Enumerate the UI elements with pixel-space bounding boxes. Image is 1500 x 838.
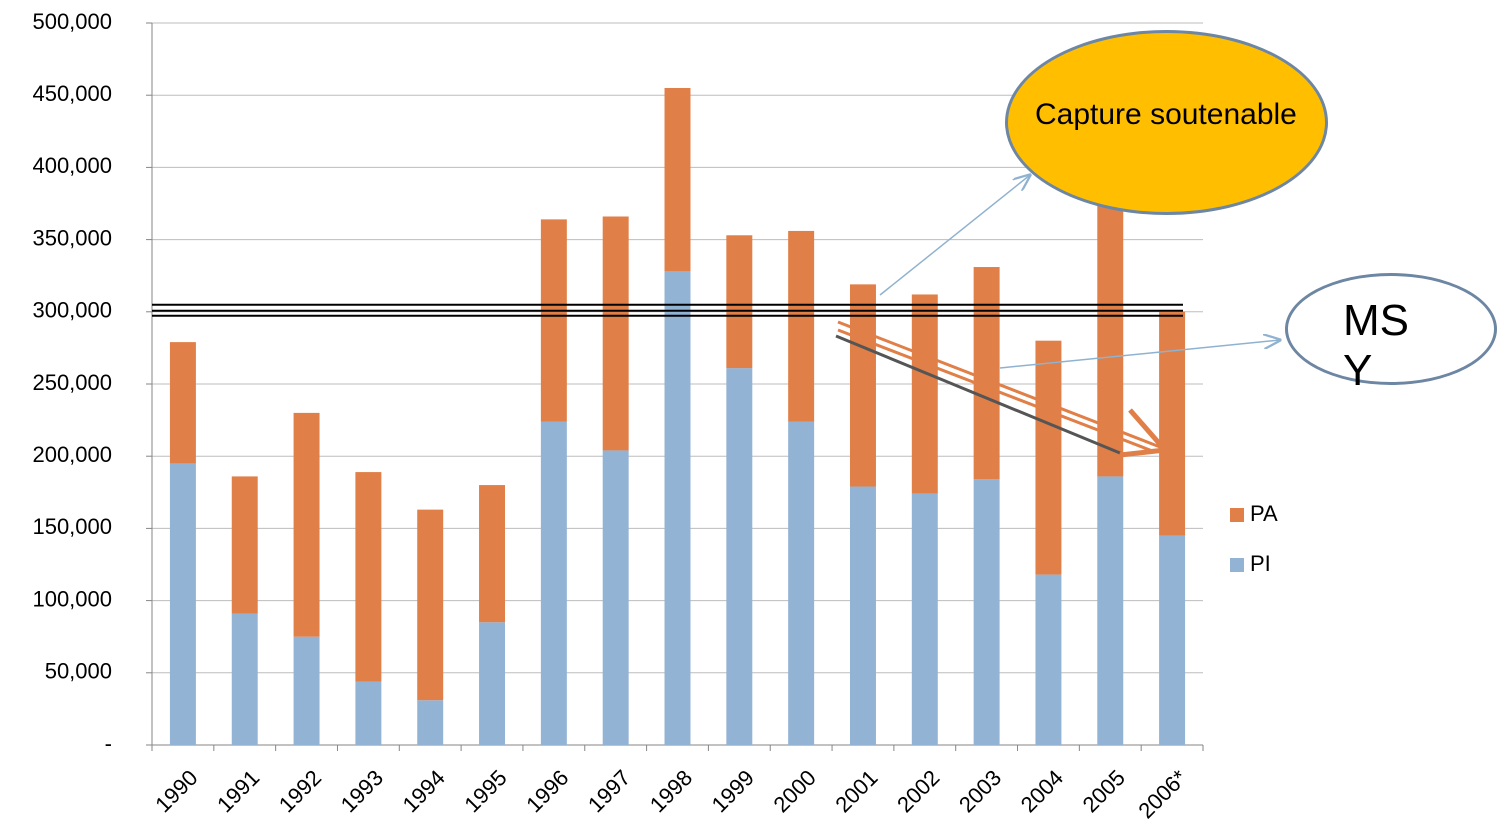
bar-segment [417, 700, 444, 745]
x-tick-label: 2001 [830, 765, 882, 817]
x-tick-label: 1990 [150, 765, 202, 817]
msy-label: MSY [1343, 296, 1409, 395]
y-tick-label: - [105, 731, 112, 756]
capture-ellipse [1005, 30, 1328, 215]
bar-segment [479, 622, 506, 745]
bar-segment [911, 294, 938, 494]
msy-ellipse [1285, 273, 1497, 385]
x-tick-label: 1992 [274, 765, 326, 817]
capture-label: Capture soutenable [1035, 98, 1297, 131]
x-tick-label: 1997 [583, 765, 635, 817]
x-tick-label: 2005 [1078, 765, 1130, 817]
y-tick-label: 500,000 [32, 9, 112, 34]
x-tick-label: 2002 [892, 765, 944, 817]
bar-segment [602, 450, 629, 745]
bar-segment [973, 267, 1000, 480]
y-tick-label: 150,000 [32, 514, 112, 539]
bar-segment [1159, 311, 1186, 536]
y-tick-label: 100,000 [32, 586, 112, 611]
bar-segment [726, 368, 753, 745]
x-tick-label: 2000 [768, 765, 820, 817]
bar-segment [788, 421, 815, 745]
y-tick-label: 300,000 [32, 298, 112, 323]
x-tick-label: 1998 [645, 765, 697, 817]
bar-segment [169, 463, 196, 745]
bar-segment [664, 271, 691, 745]
bar-segment [169, 342, 196, 464]
bar-segment [911, 493, 938, 745]
x-tick-label: 2006* [1133, 765, 1192, 824]
bar-segment [788, 230, 815, 422]
x-tick-label: 1999 [707, 765, 759, 817]
x-tick-label: 2003 [954, 765, 1006, 817]
bar-segment [849, 486, 876, 745]
bar-segment [417, 509, 444, 701]
bar-segment [231, 613, 258, 745]
trend-arrow [837, 320, 1161, 454]
bar-segment [231, 476, 258, 614]
trend-arrow-head [1119, 408, 1171, 458]
y-tick-label: 50,000 [45, 659, 112, 684]
bar-segment [726, 235, 753, 369]
bar-segment [602, 216, 629, 451]
x-tick-label: 1993 [336, 765, 388, 817]
bar-segment [540, 219, 567, 422]
annotation-arrow [879, 175, 1030, 296]
x-tick-label: 1995 [459, 765, 511, 817]
bar-segment [293, 412, 320, 637]
bar-segment [1159, 535, 1186, 745]
y-tick-label: 200,000 [32, 442, 112, 467]
legend-swatch [1230, 558, 1244, 572]
y-tick-label: 450,000 [32, 81, 112, 106]
bar-segment [355, 681, 382, 745]
x-tick-label: 2004 [1016, 765, 1068, 817]
bar-segment [293, 636, 320, 745]
x-tick-label: 1991 [212, 765, 264, 817]
bar-segment [479, 485, 506, 623]
legend-swatch [1230, 508, 1244, 522]
bar-segment [540, 421, 567, 745]
bar-segment [973, 479, 1000, 745]
trend-arrow-shadow [835, 334, 1121, 455]
bar-segment [1035, 340, 1062, 575]
legend-label: PI [1250, 551, 1271, 576]
legend-label: PA [1250, 501, 1278, 526]
y-tick-label: 400,000 [32, 153, 112, 178]
bar-segment [355, 472, 382, 682]
x-tick-label: 1994 [398, 765, 450, 817]
bar-segment [664, 87, 691, 272]
y-tick-label: 350,000 [32, 225, 112, 250]
x-tick-label: 1996 [521, 765, 573, 817]
bar-segment [1097, 476, 1124, 745]
bar-segment [1035, 574, 1062, 745]
y-tick-label: 250,000 [32, 370, 112, 395]
bar-segment [849, 284, 876, 487]
annotation-arrow [999, 340, 1280, 369]
